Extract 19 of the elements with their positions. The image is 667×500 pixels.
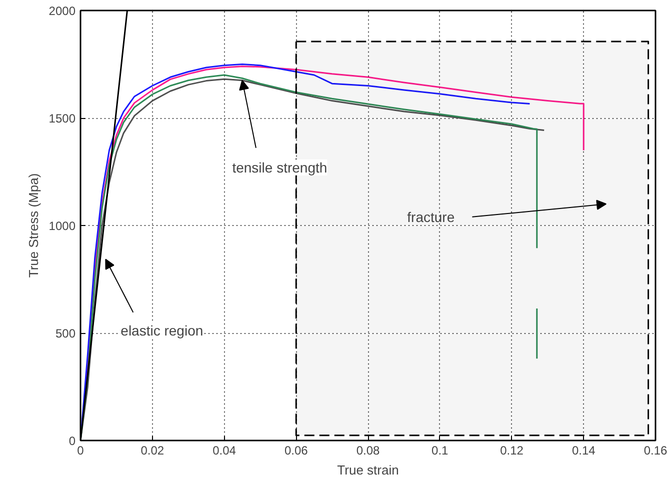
x-tick-label: 0.12 xyxy=(500,444,524,458)
y-axis-title: True Stress (Mpa) xyxy=(26,173,41,278)
x-tick-label: 0.08 xyxy=(356,444,380,458)
x-tick-label: 0.1 xyxy=(432,444,449,458)
y-tick-label: 1500 xyxy=(48,112,76,126)
x-tick-label: 0.06 xyxy=(284,444,308,458)
x-tick-label: 0.16 xyxy=(644,444,667,458)
x-tick-label: 0.02 xyxy=(140,444,164,458)
x-axis-title: True strain xyxy=(337,462,399,478)
annotation: tensile strength xyxy=(232,159,328,176)
y-tick-label: 0 xyxy=(68,434,76,448)
band-label: fracture xyxy=(407,208,455,225)
x-tick-label: 0.04 xyxy=(212,444,236,458)
annotation: elastic region xyxy=(120,322,204,338)
y-tick-label: 1000 xyxy=(48,219,76,233)
x-tick-label: 0.14 xyxy=(572,444,596,458)
y-tick-label: 500 xyxy=(55,326,76,340)
y-tick-label: 2000 xyxy=(48,4,76,18)
x-tick-label: 0 xyxy=(77,444,84,458)
